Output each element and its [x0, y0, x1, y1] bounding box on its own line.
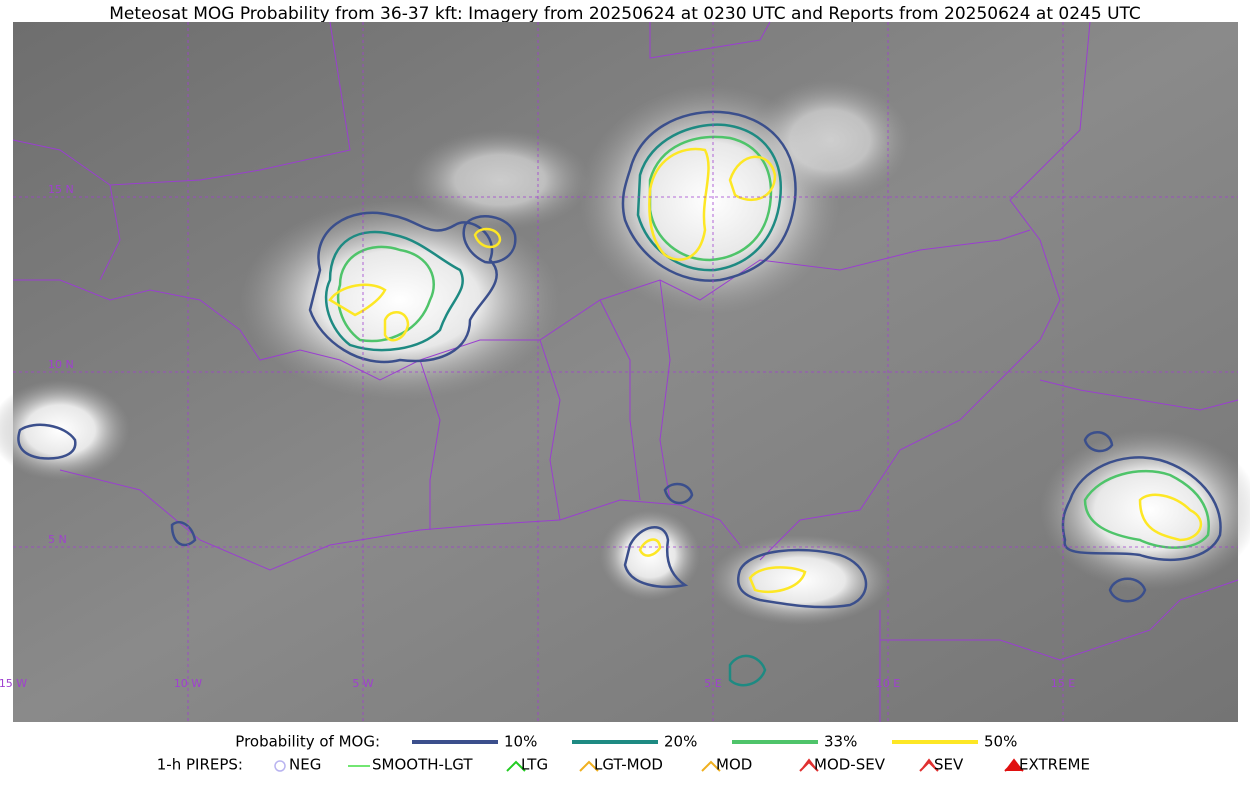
- legend-symbol: [579, 760, 599, 772]
- map-title: Meteosat MOG Probability from 36-37 kft:…: [109, 4, 1141, 24]
- legend-symbol: [1004, 758, 1024, 772]
- latitude-label: 10 N: [48, 358, 74, 371]
- legend: Probability of MOG: 10% 20% 33% 50% 1-h PIREP…: [157, 733, 1090, 774]
- legend-label: SEV: [934, 756, 964, 774]
- legend-label: NEG: [289, 756, 321, 774]
- longitude-label: 15 E: [1051, 677, 1075, 690]
- legend-symbol: [799, 758, 819, 772]
- map: 15 N 10 N 5 N 15 W 10 W 5 W 5 E 10 E 15 E: [0, 21, 1250, 722]
- legend-label: SMOOTH-LGT: [372, 756, 473, 774]
- longitude-label: 5 W: [352, 677, 373, 690]
- legend-symbol: [506, 760, 526, 772]
- longitude-label: 15 W: [0, 677, 27, 690]
- legend-label: 10%: [504, 733, 537, 751]
- legend-label: MOD-SEV: [814, 756, 886, 774]
- longitude-label: 5 E: [704, 677, 721, 690]
- legend-label: 33%: [824, 733, 857, 751]
- latitude-label: 5 N: [48, 533, 67, 546]
- legend-label: EXTREME: [1019, 756, 1090, 774]
- legend-label: LGT-MOD: [594, 756, 663, 774]
- longitude-label: 10 W: [174, 677, 202, 690]
- legend-symbol: [701, 760, 721, 772]
- latitude-label: 15 N: [48, 183, 74, 196]
- country-borders: [12, 21, 1239, 722]
- legend-label: LTG: [521, 756, 548, 774]
- legend-symbol: [274, 760, 286, 772]
- legend-symbol: [919, 758, 939, 772]
- probability-contours: [17, 110, 1222, 687]
- legend-heading: Probability of MOG:: [235, 733, 380, 751]
- legend-label: 50%: [984, 733, 1017, 751]
- legend-label: MOD: [716, 756, 752, 774]
- longitude-label: 10 E: [876, 677, 900, 690]
- legend-heading: 1-h PIREPS:: [157, 756, 243, 774]
- legend-label: 20%: [664, 733, 697, 751]
